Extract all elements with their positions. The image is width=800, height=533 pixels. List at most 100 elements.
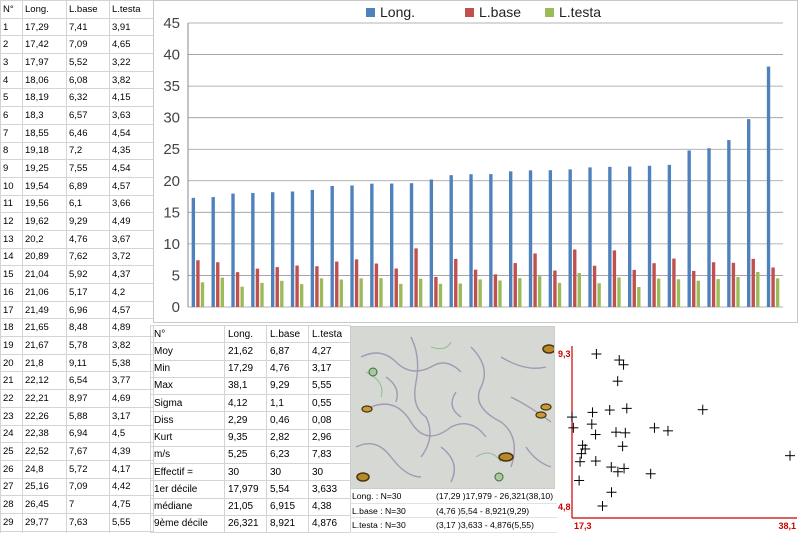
bar-lbase xyxy=(672,258,676,307)
stats-ltesta: 7,83 xyxy=(308,445,351,465)
scatter-point xyxy=(697,404,708,415)
row-number: 26 xyxy=(0,459,23,479)
scatter-point xyxy=(591,349,602,359)
row-lbase: 7,41 xyxy=(66,17,110,37)
stats-label: Kurt xyxy=(150,428,225,447)
bar-lbase xyxy=(454,258,458,307)
bar-ltesta xyxy=(319,278,324,307)
row-ltesta: 4,35 xyxy=(109,141,154,161)
legend-label: Long. xyxy=(380,4,415,20)
stats-ltesta: 5,55 xyxy=(308,376,351,396)
table-row: 24 22,38 6,94 4,5 xyxy=(0,424,154,444)
stats-long: 4,12 xyxy=(224,393,267,413)
row-number: 18 xyxy=(0,318,23,338)
bar-lbase xyxy=(235,272,240,307)
row-lbase: 6,54 xyxy=(66,371,110,391)
row-lbase: 7,2 xyxy=(66,141,110,161)
stats-ltesta: 2,96 xyxy=(308,428,351,447)
scatter-axis-label: 9,3 xyxy=(558,349,571,359)
bar-ltesta xyxy=(399,283,403,307)
scatter-point xyxy=(580,443,591,454)
row-long: 18,3 xyxy=(22,106,67,125)
row-ltesta: 5,55 xyxy=(109,512,154,532)
row-lbase: 5,78 xyxy=(66,336,110,355)
row-number: 8 xyxy=(0,141,23,161)
chart-frame xyxy=(153,0,798,323)
stats-label: médiane xyxy=(150,497,225,516)
bar-ltesta xyxy=(518,278,522,307)
scatter-point xyxy=(590,456,601,467)
row-ltesta: 4,69 xyxy=(109,389,154,408)
row-ltesta: 4,57 xyxy=(109,300,154,320)
table-row: 26 24,8 5,72 4,17 xyxy=(0,459,154,479)
stats-header-ltesta: L.testa xyxy=(308,324,351,344)
bar-long xyxy=(231,193,235,307)
scatter-point xyxy=(606,462,617,473)
stats-lbase: 6,915 xyxy=(266,497,309,516)
bar-lbase xyxy=(473,269,478,307)
table-row: 6 18,3 6,57 3,63 xyxy=(0,106,154,125)
stats-lbase: 6,23 xyxy=(266,445,309,465)
row-number: 11 xyxy=(0,194,23,214)
row-lbase: 5,72 xyxy=(66,459,110,479)
bar-ltesta xyxy=(537,276,542,307)
row-lbase: 8,48 xyxy=(66,318,110,338)
row-long: 21,49 xyxy=(22,300,67,320)
row-long: 21,8 xyxy=(22,353,67,373)
bar-long xyxy=(528,170,533,307)
row-ltesta: 4,49 xyxy=(109,212,154,231)
bar-lbase xyxy=(771,267,775,307)
row-ltesta: 4,39 xyxy=(109,442,154,461)
stats-ltesta: 0,55 xyxy=(308,393,351,413)
bar-ltesta xyxy=(736,277,740,307)
bar-long xyxy=(251,193,255,307)
stats-header-lbase: L.base xyxy=(266,324,309,344)
measurement-table: N° Long. L.base L.testa 1 17,29 7,41 3,91 2 1… xyxy=(0,0,154,533)
row-ltesta: 4,65 xyxy=(109,35,154,55)
bar-lbase xyxy=(394,268,398,307)
bar-long xyxy=(588,167,592,307)
row-lbase: 6,1 xyxy=(66,194,110,214)
table-row: 25 22,52 7,67 4,39 xyxy=(0,442,154,461)
bar-long xyxy=(747,119,751,307)
row-ltesta: 3,82 xyxy=(109,70,154,90)
row-long: 22,26 xyxy=(22,406,67,426)
y-tick-label: 40 xyxy=(163,47,180,64)
row-number: 28 xyxy=(0,495,23,514)
row-long: 19,62 xyxy=(22,212,67,231)
table-row: 11 19,56 6,1 3,66 xyxy=(0,194,154,214)
row-number: 12 xyxy=(0,212,23,231)
bar-lbase xyxy=(196,260,200,307)
summary-value: (4,76 )5,54 - 8,921(9,29) xyxy=(436,505,530,516)
row-ltesta: 3,22 xyxy=(109,53,154,72)
summary-label: L.base : N=30 xyxy=(352,505,406,516)
row-number: 13 xyxy=(0,229,23,249)
stats-lbase: 1,1 xyxy=(266,393,309,413)
scatter-point xyxy=(606,487,617,498)
bar-lbase xyxy=(553,270,557,307)
y-tick-label: 5 xyxy=(172,267,180,284)
bar-ltesta xyxy=(597,283,601,307)
bar-ltesta xyxy=(339,279,343,307)
row-lbase: 9,29 xyxy=(66,212,110,231)
stats-ltesta: 30 xyxy=(308,462,351,482)
row-long: 21,04 xyxy=(22,265,67,284)
row-long: 22,12 xyxy=(22,371,67,391)
row-long: 22,21 xyxy=(22,389,67,408)
row-ltesta: 4,5 xyxy=(109,424,154,444)
row-lbase: 7,63 xyxy=(66,512,110,532)
stats-header-number: N° xyxy=(150,324,225,344)
stats-label: Max xyxy=(150,376,225,396)
row-lbase: 7,09 xyxy=(66,477,110,497)
row-lbase: 9,11 xyxy=(66,353,110,373)
scatter-point xyxy=(604,405,615,416)
stats-ltesta: 4,27 xyxy=(308,342,351,361)
legend-swatch xyxy=(545,8,554,17)
stats-ltesta: 0,08 xyxy=(308,411,351,430)
row-long: 19,18 xyxy=(22,141,67,161)
stats-lbase: 9,29 xyxy=(266,376,309,396)
stats-row: Moy 21,62 6,87 4,27 xyxy=(150,342,351,361)
bar-long xyxy=(548,170,553,307)
row-long: 29,77 xyxy=(22,512,67,532)
bar-long xyxy=(766,66,771,308)
